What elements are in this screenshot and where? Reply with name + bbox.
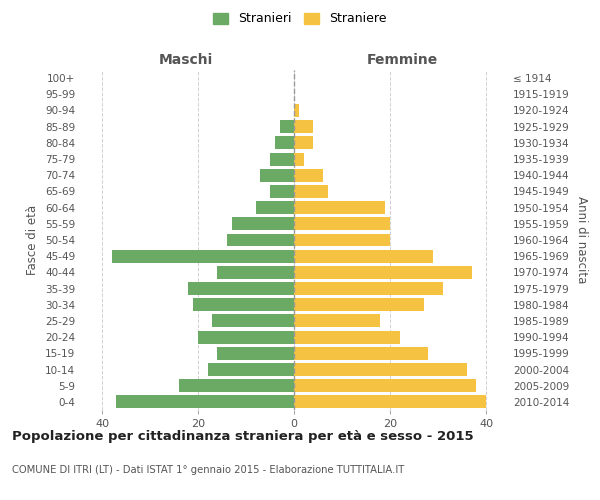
- Text: Popolazione per cittadinanza straniera per età e sesso - 2015: Popolazione per cittadinanza straniera p…: [12, 430, 473, 443]
- Bar: [270, 185, 294, 198]
- Bar: [294, 120, 313, 133]
- Bar: [294, 136, 313, 149]
- Bar: [294, 379, 476, 392]
- Text: COMUNE DI ITRI (LT) - Dati ISTAT 1° gennaio 2015 - Elaborazione TUTTITALIA.IT: COMUNE DI ITRI (LT) - Dati ISTAT 1° genn…: [12, 465, 404, 475]
- Bar: [294, 298, 424, 311]
- Bar: [193, 298, 294, 311]
- Bar: [256, 201, 294, 214]
- Bar: [280, 120, 294, 133]
- Bar: [294, 185, 328, 198]
- Bar: [208, 363, 294, 376]
- Bar: [294, 347, 428, 360]
- Bar: [294, 314, 380, 328]
- Bar: [294, 104, 299, 117]
- Text: Maschi: Maschi: [159, 53, 213, 67]
- Y-axis label: Fasce di età: Fasce di età: [26, 205, 40, 275]
- Bar: [294, 250, 433, 262]
- Bar: [227, 234, 294, 246]
- Bar: [179, 379, 294, 392]
- Y-axis label: Anni di nascita: Anni di nascita: [575, 196, 588, 284]
- Bar: [294, 282, 443, 295]
- Bar: [294, 218, 390, 230]
- Bar: [294, 266, 472, 279]
- Bar: [198, 330, 294, 344]
- Bar: [294, 396, 486, 408]
- Bar: [232, 218, 294, 230]
- Legend: Stranieri, Straniere: Stranieri, Straniere: [209, 8, 391, 29]
- Bar: [294, 152, 304, 166]
- Bar: [294, 201, 385, 214]
- Bar: [260, 169, 294, 181]
- Bar: [212, 314, 294, 328]
- Bar: [112, 250, 294, 262]
- Text: Femmine: Femmine: [367, 53, 437, 67]
- Bar: [294, 169, 323, 181]
- Bar: [217, 347, 294, 360]
- Bar: [188, 282, 294, 295]
- Bar: [116, 396, 294, 408]
- Bar: [294, 234, 390, 246]
- Bar: [275, 136, 294, 149]
- Bar: [294, 330, 400, 344]
- Bar: [217, 266, 294, 279]
- Bar: [270, 152, 294, 166]
- Bar: [294, 363, 467, 376]
